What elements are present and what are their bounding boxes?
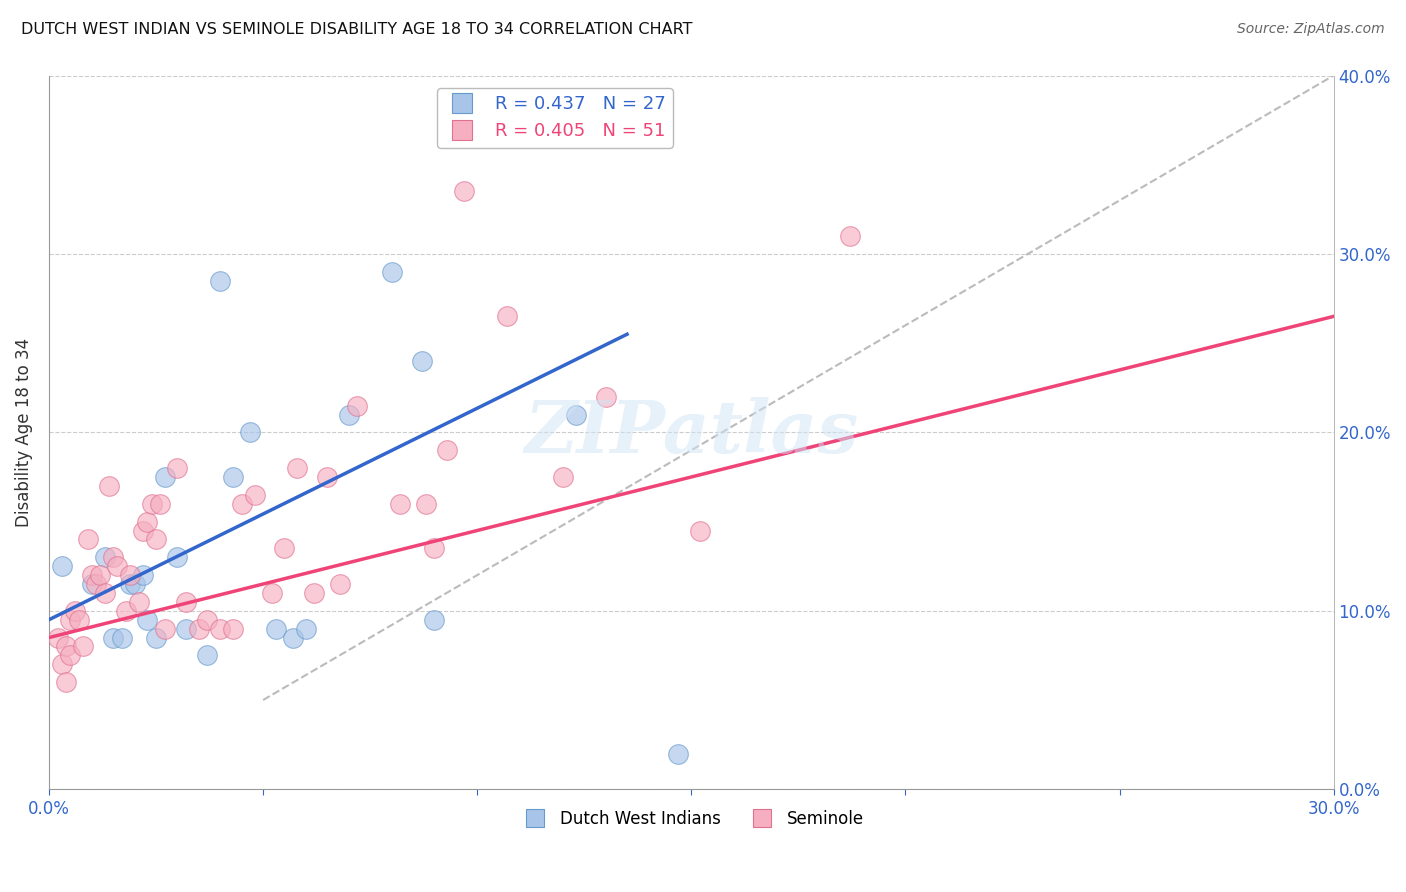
Point	[281, 631, 304, 645]
Point	[166, 461, 188, 475]
Point	[564, 408, 586, 422]
Point	[51, 657, 73, 672]
Point	[80, 577, 103, 591]
Point	[136, 613, 159, 627]
Point	[222, 470, 245, 484]
Y-axis label: Disability Age 18 to 34: Disability Age 18 to 34	[15, 338, 32, 527]
Point	[436, 443, 458, 458]
Point	[689, 524, 711, 538]
Point	[209, 274, 232, 288]
Point	[174, 595, 197, 609]
Point	[107, 559, 129, 574]
Point	[551, 470, 574, 484]
Point	[346, 399, 368, 413]
Text: Source: ZipAtlas.com: Source: ZipAtlas.com	[1237, 22, 1385, 37]
Point	[273, 541, 295, 556]
Point	[479, 104, 502, 119]
Point	[838, 229, 860, 244]
Point	[423, 541, 446, 556]
Point	[316, 470, 339, 484]
Point	[285, 461, 308, 475]
Point	[76, 533, 98, 547]
Point	[120, 568, 142, 582]
Legend: Dutch West Indians, Seminole: Dutch West Indians, Seminole	[512, 803, 872, 834]
Point	[72, 640, 94, 654]
Point	[67, 613, 90, 627]
Text: ZIPatlas: ZIPatlas	[524, 397, 859, 468]
Point	[141, 497, 163, 511]
Point	[337, 408, 360, 422]
Point	[149, 497, 172, 511]
Point	[51, 559, 73, 574]
Point	[124, 577, 146, 591]
Point	[97, 479, 120, 493]
Point	[145, 533, 167, 547]
Point	[59, 613, 82, 627]
Point	[231, 497, 253, 511]
Point	[128, 595, 150, 609]
Point	[59, 648, 82, 663]
Point	[55, 675, 77, 690]
Point	[93, 586, 115, 600]
Point	[136, 515, 159, 529]
Point	[411, 354, 433, 368]
Point	[389, 497, 412, 511]
Point	[132, 524, 155, 538]
Point	[222, 622, 245, 636]
Point	[145, 631, 167, 645]
Point	[55, 640, 77, 654]
Point	[80, 568, 103, 582]
Point	[329, 577, 352, 591]
Point	[239, 425, 262, 440]
Point	[380, 265, 402, 279]
Point	[453, 185, 475, 199]
Point	[166, 550, 188, 565]
Point	[187, 622, 209, 636]
Point	[120, 577, 142, 591]
Point	[103, 631, 125, 645]
Point	[668, 747, 690, 761]
Point	[46, 631, 69, 645]
Point	[260, 586, 283, 600]
Point	[132, 568, 155, 582]
Point	[264, 622, 287, 636]
Point	[115, 604, 138, 618]
Point	[103, 550, 125, 565]
Point	[84, 577, 107, 591]
Point	[197, 613, 219, 627]
Point	[295, 622, 318, 636]
Point	[153, 470, 176, 484]
Point	[595, 390, 617, 404]
Point	[423, 613, 446, 627]
Point	[111, 631, 134, 645]
Point	[174, 622, 197, 636]
Point	[243, 488, 266, 502]
Point	[304, 586, 326, 600]
Point	[209, 622, 232, 636]
Point	[496, 310, 519, 324]
Point	[89, 568, 111, 582]
Point	[93, 550, 115, 565]
Point	[197, 648, 219, 663]
Point	[415, 497, 437, 511]
Point	[153, 622, 176, 636]
Point	[63, 604, 86, 618]
Text: DUTCH WEST INDIAN VS SEMINOLE DISABILITY AGE 18 TO 34 CORRELATION CHART: DUTCH WEST INDIAN VS SEMINOLE DISABILITY…	[21, 22, 693, 37]
